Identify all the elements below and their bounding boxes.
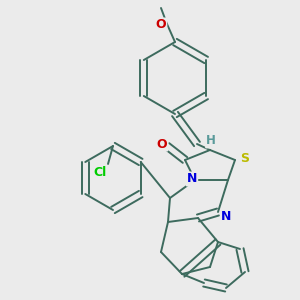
Text: O: O <box>156 19 166 32</box>
Text: O: O <box>157 137 167 151</box>
Text: Cl: Cl <box>93 166 106 178</box>
Text: N: N <box>187 172 197 185</box>
Text: N: N <box>221 211 231 224</box>
Text: H: H <box>206 134 216 148</box>
Text: S: S <box>241 152 250 164</box>
